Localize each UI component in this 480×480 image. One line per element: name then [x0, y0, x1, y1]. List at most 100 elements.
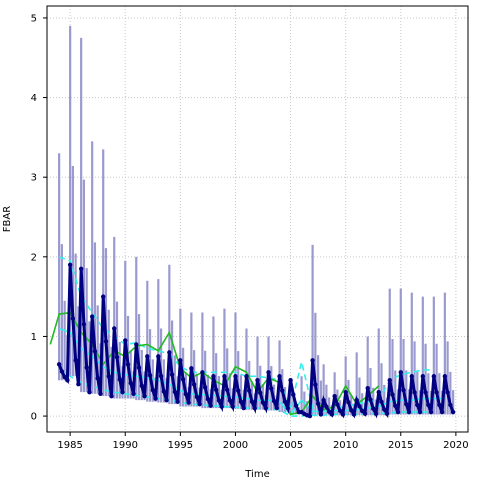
series-point — [437, 402, 442, 408]
series-point — [153, 396, 158, 401]
series-point — [92, 349, 98, 354]
series-point — [274, 405, 279, 411]
series-line — [57, 264, 455, 419]
series-point — [128, 380, 133, 386]
series-point — [310, 358, 315, 363]
series-point — [112, 326, 117, 331]
series-point — [197, 401, 202, 407]
series-point — [191, 382, 197, 387]
series-point — [78, 266, 84, 271]
series-point — [434, 390, 439, 395]
y-tick-label: 1 — [31, 332, 37, 343]
series-point — [313, 382, 318, 387]
y-tick-label: 5 — [31, 13, 37, 24]
series-point — [346, 400, 351, 405]
series-point — [445, 390, 450, 395]
series-point — [263, 405, 268, 411]
series-point — [332, 393, 337, 399]
x-tick-label: 2020 — [443, 440, 468, 451]
series-point — [288, 378, 293, 383]
series-point — [329, 412, 335, 417]
series-point — [247, 388, 252, 393]
x-tick-label: 1985 — [57, 440, 82, 451]
series-point — [315, 401, 321, 406]
series-point — [359, 408, 365, 414]
y-tick-label: 2 — [31, 252, 37, 263]
series-point — [282, 399, 288, 404]
series-point — [387, 378, 392, 383]
series-point — [189, 366, 194, 371]
series-point — [404, 401, 409, 407]
plot-frame — [46, 5, 469, 433]
series-point — [131, 391, 136, 396]
x-tick-label: 1990 — [113, 440, 138, 451]
series-point — [70, 316, 76, 321]
series-point — [241, 405, 246, 411]
series-layer — [49, 256, 456, 419]
series-point — [255, 378, 260, 383]
series-point — [120, 389, 125, 395]
series-point — [114, 354, 120, 360]
series-point — [365, 386, 370, 391]
y-axis-title: FBAR — [2, 206, 13, 232]
series-point — [224, 387, 230, 393]
series-point — [382, 407, 387, 412]
series-point — [202, 385, 208, 390]
series-point — [252, 405, 257, 411]
series-point — [222, 374, 227, 379]
series-point — [426, 402, 431, 408]
series-point — [260, 400, 266, 405]
series-point — [156, 354, 161, 359]
series-point — [318, 412, 324, 417]
series-point — [269, 386, 274, 391]
series-point — [117, 377, 122, 382]
series-point — [393, 403, 398, 408]
series-point — [357, 404, 362, 409]
series-point — [420, 374, 426, 379]
series-point — [335, 402, 340, 407]
series-point — [321, 397, 326, 403]
series-line — [58, 369, 434, 417]
series-point — [67, 262, 73, 267]
series-point — [56, 362, 62, 367]
series-point — [266, 370, 271, 375]
series-point — [213, 387, 219, 393]
series-point — [76, 382, 81, 387]
series-point — [238, 399, 244, 404]
series-point — [244, 374, 249, 379]
series-point — [145, 354, 150, 359]
series-point — [448, 402, 453, 408]
series-point — [236, 388, 241, 393]
series-point — [65, 378, 70, 383]
series-point — [211, 374, 216, 379]
series-point — [258, 390, 263, 395]
series-point — [87, 389, 92, 395]
series-point — [395, 409, 401, 415]
series-point — [89, 314, 95, 319]
x-tick-label: 2010 — [333, 440, 358, 451]
x-tick-label: 2000 — [223, 440, 248, 451]
series-point — [147, 373, 153, 378]
series-point — [95, 376, 100, 381]
series-point — [59, 369, 65, 374]
series-point — [415, 402, 420, 408]
series-point — [101, 294, 106, 299]
series-point — [98, 391, 103, 396]
series-point — [379, 399, 384, 405]
series-point — [125, 362, 131, 367]
series-point — [340, 412, 346, 417]
series-point — [384, 411, 390, 416]
series-point — [205, 396, 211, 402]
series-point — [158, 373, 164, 379]
x-axis: 1985 1990 1995 2000 2005 2010 2015 2020 — [57, 432, 469, 451]
series-point — [169, 372, 175, 377]
series-point — [180, 377, 186, 382]
series-point — [423, 390, 428, 395]
series-point — [106, 374, 111, 379]
y-tick-label: 3 — [31, 173, 37, 184]
series-point — [73, 358, 78, 363]
series-point — [280, 388, 285, 393]
series-point — [208, 403, 213, 408]
